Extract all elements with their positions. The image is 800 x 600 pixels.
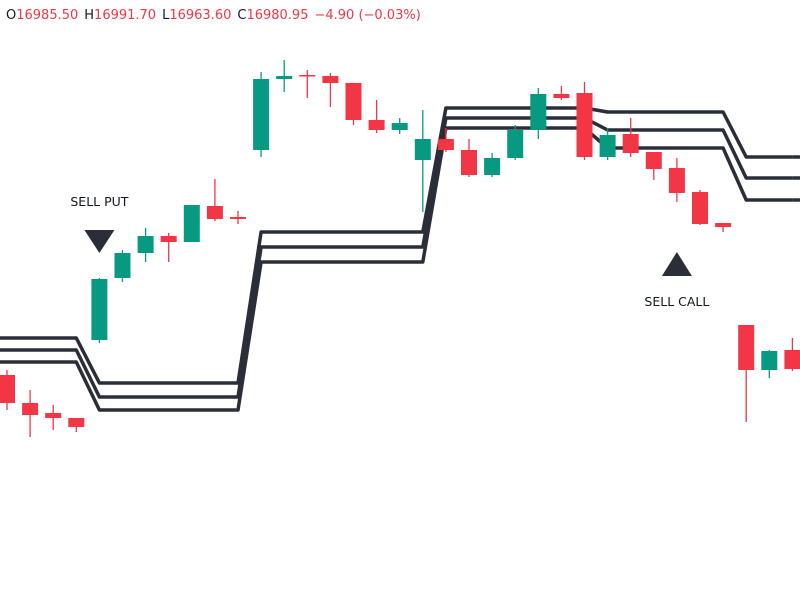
ohlc-value: 16980.95 [246, 8, 309, 23]
ohlc-header: O16985.50 H16991.70 L16963.60 C16980.95 −4.9… [6, 8, 421, 23]
candle-body [206, 206, 223, 219]
candle-body [576, 93, 593, 157]
candle-body [715, 223, 732, 227]
candle-body [668, 168, 685, 193]
indicator-line [7, 116, 793, 399]
candle-body [507, 130, 524, 158]
candle-body [622, 134, 639, 153]
ohlc-key: H [84, 8, 95, 23]
candle-body [299, 75, 316, 77]
candle-body [761, 351, 778, 370]
candle-body [22, 403, 39, 415]
signal-label: SELL CALL [644, 294, 709, 309]
candle-body [322, 76, 339, 83]
candle-body [437, 139, 454, 150]
ohlc-key: L [162, 8, 170, 23]
ohlc-item: H16991.70 [84, 8, 156, 23]
signal-label: SELL PUT [70, 194, 128, 209]
ohlc-item: O16985.50 [6, 8, 78, 23]
candle-body [0, 375, 15, 403]
candle-body [738, 325, 755, 370]
candle-body [68, 418, 85, 427]
indicator-line [7, 106, 793, 385]
ohlc-item: C16980.95 [237, 8, 308, 23]
candle-body [553, 94, 570, 98]
candle-body [414, 139, 431, 160]
ohlc-key: C [237, 8, 247, 23]
candle-body [368, 120, 385, 130]
candle-body [253, 79, 270, 150]
signal-marker [661, 252, 692, 276]
candle-body [391, 123, 408, 130]
candle-body [530, 94, 547, 130]
candle-body [276, 76, 293, 79]
candle-body [183, 205, 200, 242]
ohlc-item: L16963.60 [162, 8, 231, 23]
candle-body [645, 152, 662, 169]
candle-body [461, 150, 477, 175]
candle-body [692, 192, 708, 224]
candle-body [230, 217, 246, 219]
candle-body [599, 135, 616, 157]
candle-body [114, 253, 131, 278]
candle-body [784, 350, 800, 369]
ohlc-key: O [6, 8, 17, 23]
candle-body [137, 236, 154, 253]
candle-body [160, 236, 177, 242]
candle-body [45, 413, 62, 418]
indicator-line [7, 126, 793, 412]
ohlc-value: 16991.70 [94, 8, 157, 23]
ohlc-value: 16963.60 [169, 8, 232, 23]
ohlc-value: 16985.50 [16, 8, 79, 23]
signal-marker [84, 230, 115, 253]
candle-body [91, 279, 108, 340]
candle-body [484, 158, 501, 175]
change: −4.90 (−0.03%) [314, 8, 421, 23]
candle-body [345, 83, 362, 120]
